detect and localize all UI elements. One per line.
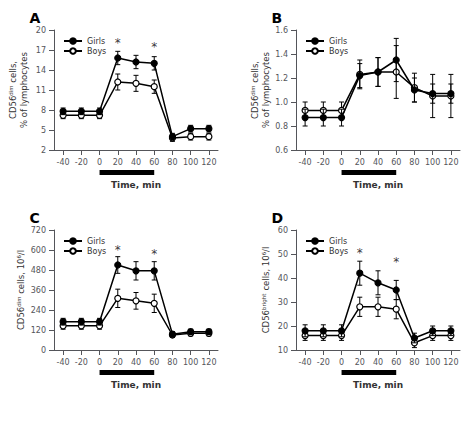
svg-text:-40: -40 [57,158,70,167]
svg-text:20: 20 [36,26,46,35]
svg-text:20: 20 [355,358,365,367]
svg-text:Boys: Boys [87,47,106,56]
svg-text:-40: -40 [299,158,312,167]
svg-text:20: 20 [113,358,123,367]
svg-text:40: 40 [131,358,141,367]
svg-text:1.2: 1.2 [275,74,288,83]
svg-text:17: 17 [36,46,46,55]
svg-text:60: 60 [391,358,401,367]
svg-text:11: 11 [36,86,46,95]
svg-text:120: 120 [443,358,458,367]
svg-text:Boys: Boys [329,247,348,256]
svg-text:-20: -20 [317,358,330,367]
svg-text:-40: -40 [299,358,312,367]
svg-text:100: 100 [425,358,440,367]
svg-text:Girls: Girls [329,37,347,46]
svg-text:Girls: Girls [329,237,347,246]
svg-text:0.8: 0.8 [275,122,288,131]
svg-text:120: 120 [201,158,216,167]
svg-text:2: 2 [41,146,46,155]
svg-text:1.0: 1.0 [275,98,288,107]
svg-text:8: 8 [41,106,46,115]
svg-text:-20: -20 [75,158,88,167]
svg-text:1.4: 1.4 [275,50,288,59]
svg-text:100: 100 [425,158,440,167]
svg-text:CD56ᵈⁱᵐ cells,: CD56ᵈⁱᵐ cells, [8,61,18,119]
svg-text:40: 40 [373,158,383,167]
svg-text:Girls: Girls [87,37,105,46]
svg-text:*: * [357,246,363,260]
svg-text:B: B [271,10,282,26]
svg-text:Girls: Girls [87,237,105,246]
svg-text:40: 40 [131,158,141,167]
svg-text:*: * [151,40,157,54]
svg-text:*: * [151,247,157,261]
svg-text:*: * [393,255,399,269]
svg-text:20: 20 [355,158,365,167]
svg-text:CD56ᵈⁱᵐ cells,: CD56ᵈⁱᵐ cells, [250,61,260,119]
svg-text:10: 10 [278,346,288,355]
svg-text:1.6: 1.6 [275,26,288,35]
svg-text:0: 0 [41,346,46,355]
svg-text:% of lymphocytes: % of lymphocytes [261,51,271,128]
svg-text:80: 80 [409,358,419,367]
svg-text:80: 80 [167,358,177,367]
svg-text:60: 60 [149,158,159,167]
svg-text:120: 120 [201,358,216,367]
svg-text:0: 0 [97,158,102,167]
svg-text:CD56ᵇʳⁱᵍʰᵗ cells, 10⁶/l: CD56ᵇʳⁱᵍʰᵗ cells, 10⁶/l [261,247,271,334]
svg-text:C: C [29,210,39,226]
svg-text:A: A [29,10,40,26]
svg-text:720: 720 [31,226,46,235]
svg-text:20: 20 [113,158,123,167]
svg-text:100: 100 [183,158,198,167]
svg-text:480: 480 [31,266,46,275]
svg-text:CD56ᵈⁱᵐ cells, 10⁶/l: CD56ᵈⁱᵐ cells, 10⁶/l [16,250,26,330]
svg-text:240: 240 [31,306,46,315]
svg-text:-20: -20 [317,158,330,167]
svg-text:-40: -40 [57,358,70,367]
svg-text:Time, min: Time, min [353,380,403,390]
svg-text:Time, min: Time, min [111,380,161,390]
svg-text:0: 0 [339,158,344,167]
svg-text:0: 0 [339,358,344,367]
svg-text:120: 120 [31,326,46,335]
svg-text:-20: -20 [75,358,88,367]
svg-text:Time, min: Time, min [353,180,403,190]
svg-text:60: 60 [278,226,288,235]
svg-text:120: 120 [443,158,458,167]
svg-text:40: 40 [373,358,383,367]
svg-text:Boys: Boys [87,247,106,256]
svg-text:0: 0 [97,358,102,367]
svg-text:0.6: 0.6 [275,146,288,155]
svg-text:600: 600 [31,246,46,255]
svg-text:80: 80 [167,158,177,167]
svg-text:360: 360 [31,286,46,295]
svg-text:5: 5 [41,126,46,135]
svg-text:60: 60 [149,358,159,367]
svg-text:14: 14 [36,66,46,75]
svg-text:50: 50 [278,250,288,259]
svg-text:100: 100 [183,358,198,367]
svg-text:% of lymphocytes: % of lymphocytes [19,51,29,128]
svg-text:Time, min: Time, min [111,180,161,190]
svg-text:60: 60 [391,158,401,167]
svg-text:30: 30 [278,298,288,307]
svg-text:D: D [271,210,283,226]
svg-text:20: 20 [278,322,288,331]
svg-text:80: 80 [409,158,419,167]
svg-text:40: 40 [278,274,288,283]
svg-text:*: * [115,36,121,50]
svg-text:Boys: Boys [329,47,348,56]
svg-text:*: * [115,243,121,257]
